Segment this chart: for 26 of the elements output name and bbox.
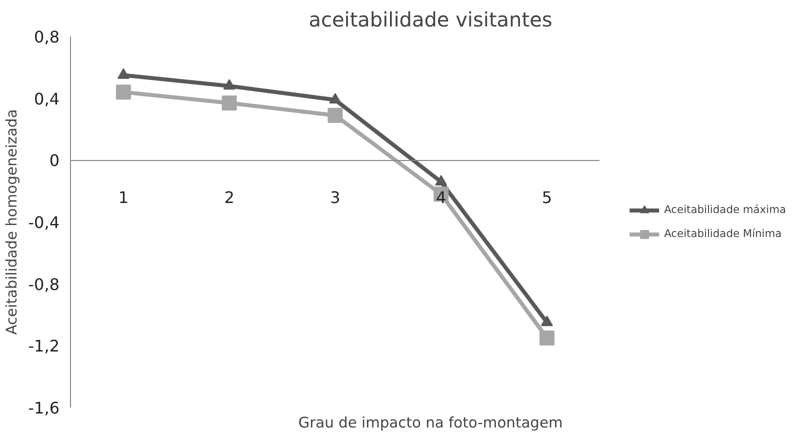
- x-tick-label: 1: [118, 188, 129, 208]
- point: [435, 174, 448, 186]
- point: [539, 330, 554, 346]
- x-tick-label: 4: [436, 188, 446, 208]
- x-axis-title: Grau de impacto na foto-montagem: [298, 414, 563, 432]
- legend-label: Aceitabilidade máxima: [664, 203, 786, 216]
- point: [222, 95, 237, 110]
- y-tick-label: 0,4: [34, 89, 60, 108]
- legend-label: Aceitabilidade Mínima: [664, 227, 782, 240]
- y-tick-label: -1,6: [28, 398, 60, 418]
- chart-title: aceitabilidade visitantes: [308, 8, 552, 32]
- y-tick-label: -0,4: [28, 213, 60, 232]
- point: [117, 68, 130, 79]
- x-tick-label: 5: [542, 188, 552, 208]
- point: [329, 93, 342, 104]
- point: [223, 79, 236, 90]
- point: [328, 108, 343, 123]
- y-tick-label: 0,8: [34, 28, 60, 46]
- y-axis-title: Aceitabilidade homogeneizada: [3, 109, 20, 335]
- x-tick-label: 3: [330, 188, 340, 208]
- point: [116, 84, 131, 100]
- point: [540, 316, 553, 326]
- x-tick-label: 2: [224, 188, 234, 208]
- y-tick-label: -1,2: [28, 336, 60, 356]
- y-tick-label: 0: [49, 151, 60, 170]
- y-tick-label: -0,8: [28, 274, 60, 294]
